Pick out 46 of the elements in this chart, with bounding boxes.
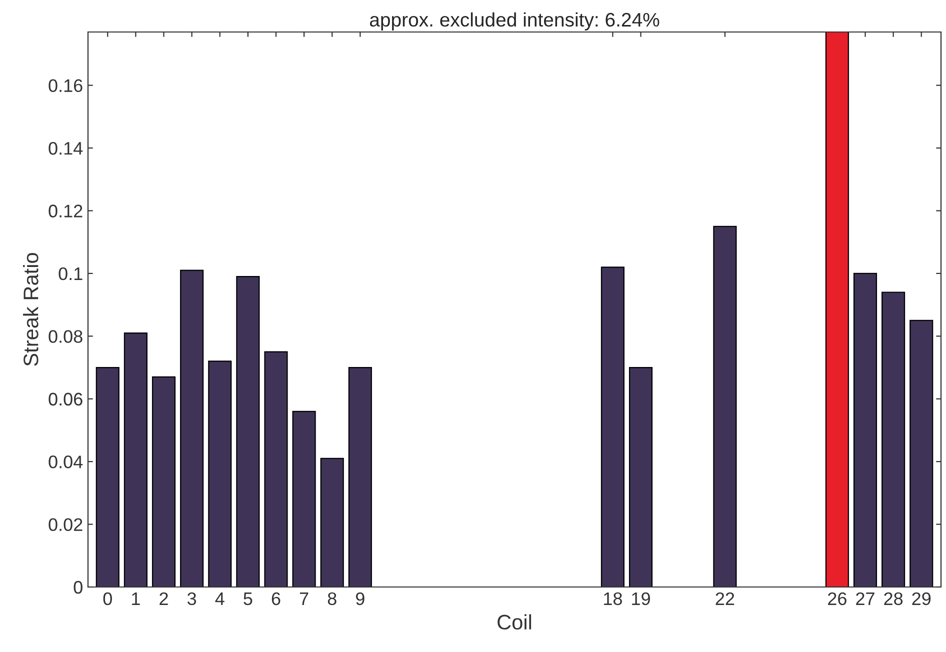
bar: [853, 272, 878, 587]
y-tick-label: 0.02: [48, 518, 82, 532]
x-tick-label: 3: [187, 592, 196, 606]
bar: [882, 292, 906, 587]
x-tick-label: 8: [328, 592, 336, 606]
x-tick-label: 7: [300, 592, 308, 605]
bar: [264, 351, 288, 587]
bar: [628, 366, 653, 587]
x-axis-title: Coil: [498, 614, 532, 630]
bar: [910, 320, 934, 587]
y-tick-label: 0: [74, 580, 82, 594]
bar: [292, 410, 316, 587]
x-tick-label: 27: [856, 592, 874, 605]
x-tick-label: 6: [272, 592, 280, 606]
x-tick-label: 22: [716, 592, 734, 605]
y-tick-label: 0.06: [48, 392, 82, 406]
y-tick-label: 0.12: [48, 204, 82, 218]
x-tick-label: 18: [604, 592, 622, 606]
y-tick-label: 0.08: [48, 330, 82, 343]
bar: [825, 32, 849, 587]
x-tick-label: 28: [884, 592, 903, 606]
x-tick-label: 5: [244, 592, 252, 606]
y-tick-label: 0.16: [48, 79, 82, 92]
bar: [180, 270, 204, 587]
bar: [713, 226, 737, 587]
x-tick-label: 0: [103, 592, 112, 606]
bar: [600, 266, 624, 587]
y-tick-label: 0.14: [48, 142, 83, 155]
x-tick-label: 26: [828, 592, 846, 606]
bar: [96, 366, 120, 587]
bar: [320, 458, 344, 587]
x-tick-label: 1: [132, 592, 140, 605]
x-tick-label: 19: [632, 592, 650, 606]
bar: [124, 332, 148, 587]
bar: [152, 376, 176, 587]
bar: [348, 366, 372, 587]
x-tick-label: 4: [215, 592, 224, 605]
bar: [208, 360, 232, 587]
x-tick-label: 9: [356, 592, 364, 606]
x-tick-label: 29: [912, 592, 931, 606]
y-tick-label: 0.1: [58, 267, 82, 280]
bar: [236, 276, 260, 587]
y-tick-label: 0.04: [48, 456, 83, 468]
chart-title: approx. excluded intensity: 6.24%: [370, 12, 660, 30]
y-axis-title: Streak Ratio: [23, 253, 38, 366]
x-tick-label: 2: [160, 592, 168, 605]
